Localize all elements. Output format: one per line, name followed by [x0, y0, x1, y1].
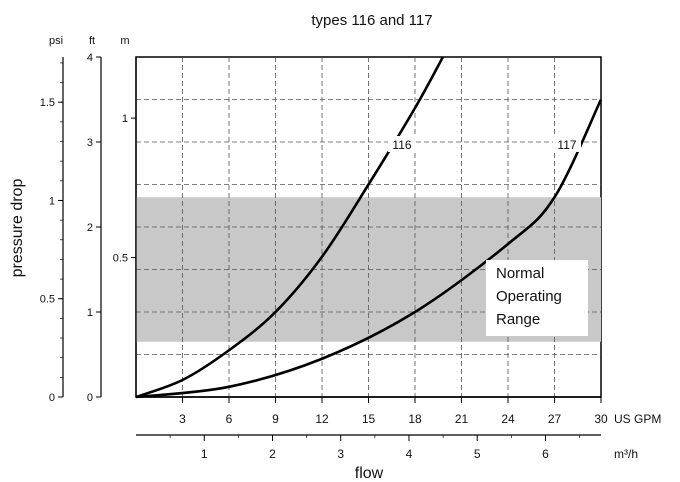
- operating-range-label-line3: Range: [496, 311, 540, 328]
- y-axis-title: pressure drop: [9, 179, 26, 278]
- x-tick-label-m3h: 1: [201, 447, 208, 461]
- operating-range-label-line1: Normal: [496, 265, 544, 282]
- y-tick-label-m: 1: [122, 113, 128, 125]
- series-117-line: [135, 98, 603, 399]
- x-tick-label-gpm: 12: [315, 412, 329, 426]
- y-tick-label-ft: 4: [87, 52, 93, 64]
- series-116-label: 116: [392, 138, 411, 152]
- operating-range-label-bg: [486, 260, 588, 336]
- chart-title: types 116 and 117: [311, 12, 432, 29]
- x-tick-label-gpm: 30: [594, 412, 608, 426]
- x-tick-label-gpm: 24: [501, 412, 515, 426]
- x-tick-label-m3h: 6: [542, 447, 549, 461]
- operating-range-label-line2: Operating: [496, 288, 562, 305]
- series-116-line: [135, 56, 445, 399]
- x-tick-label-gpm: 9: [272, 412, 279, 426]
- y-tick-label-ft: 2: [87, 222, 93, 234]
- y-tick-label-ft: 3: [87, 137, 93, 149]
- m-unit-label: m: [120, 35, 129, 47]
- series-116-label-bg: [388, 136, 416, 152]
- x-unit-m3h-label: m³/h: [614, 447, 638, 461]
- x-unit-gpm-label: US GPM: [614, 412, 661, 426]
- y-tick-label-ft: 1: [87, 307, 93, 319]
- series-117-label-bg: [553, 136, 581, 152]
- y-tick-label-psi: 0: [49, 392, 55, 404]
- series-117-label: 117: [557, 138, 576, 152]
- ft-unit-label: ft: [89, 35, 95, 47]
- x-tick-label-gpm: 18: [408, 412, 422, 426]
- x-tick-label-gpm: 3: [179, 412, 186, 426]
- x-tick-label-gpm: 6: [226, 412, 233, 426]
- x-tick-label-m3h: 5: [474, 447, 481, 461]
- x-tick-label-m3h: 2: [269, 447, 276, 461]
- x-tick-label-m3h: 3: [337, 447, 344, 461]
- x-tick-label-gpm: 21: [455, 412, 469, 426]
- y-tick-label-psi: 0.5: [40, 294, 55, 306]
- y-tick-label-ft: 0: [87, 392, 93, 404]
- y-tick-label-psi: 1: [49, 195, 55, 207]
- y-tick-label-psi: 1.5: [40, 97, 55, 109]
- x-tick-label-m3h: 4: [406, 447, 413, 461]
- y-tick-label-m: 0.5: [113, 253, 128, 265]
- x-tick-label-gpm: 27: [548, 412, 562, 426]
- psi-unit-label: psi: [49, 35, 63, 47]
- x-axis-title: flow: [355, 465, 384, 482]
- x-tick-label-gpm: 15: [362, 412, 376, 426]
